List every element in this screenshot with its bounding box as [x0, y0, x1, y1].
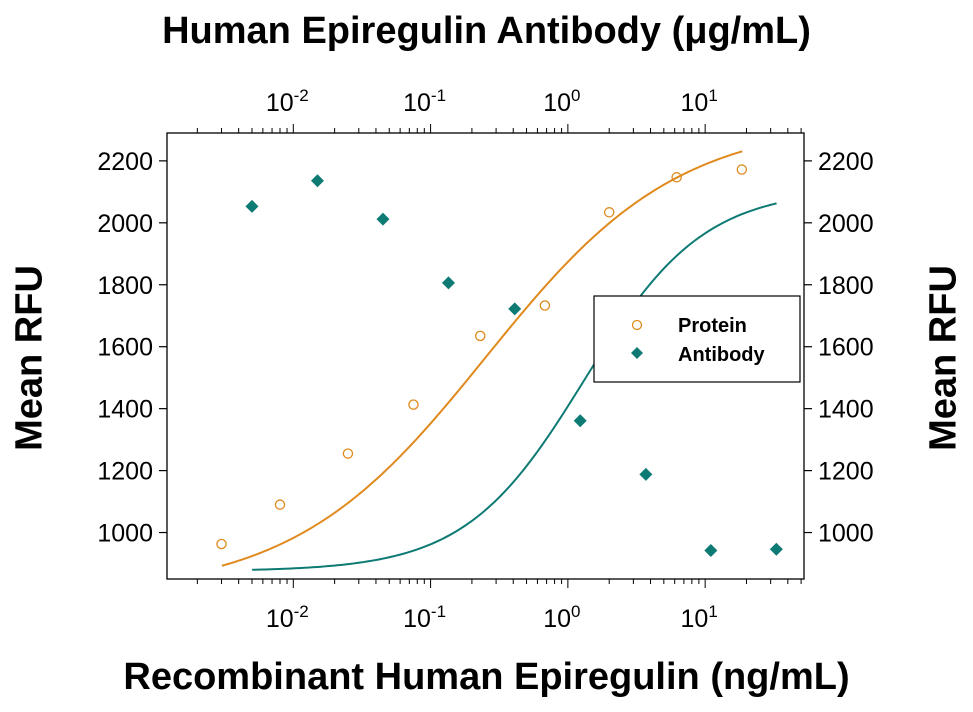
- y-tick-label-right: 1000: [818, 520, 874, 548]
- y-tick-label-left: 1800: [97, 272, 153, 300]
- protein-point: [274, 499, 286, 510]
- antibody-point: [310, 174, 324, 188]
- fit-curves: [221, 150, 777, 571]
- antibody-point: [441, 276, 455, 290]
- legend-protein-label: Protein: [678, 315, 747, 337]
- y-tick-label-right: 1600: [818, 334, 874, 362]
- antibody-point: [508, 302, 522, 316]
- y-tick-label-left: 1400: [97, 396, 153, 424]
- protein-point: [474, 330, 486, 342]
- y-tick-label-left: 1200: [97, 458, 153, 486]
- antibody-point: [704, 544, 718, 558]
- x-tick-label-bottom: 10-1: [403, 602, 446, 633]
- protein-point: [539, 300, 551, 311]
- x-tick-label-top: 10-2: [266, 86, 309, 117]
- legend-protein-marker: [631, 319, 643, 331]
- x-tick-label-top: 10-1: [403, 86, 446, 117]
- antibody-point: [245, 199, 259, 213]
- x-tick-label-bottom: 101: [681, 602, 718, 633]
- data-points: [216, 164, 783, 558]
- axis-ticks: [159, 124, 812, 588]
- y-tick-label-right: 1400: [818, 396, 874, 424]
- y-tick-label-right: 1200: [818, 458, 874, 486]
- plot-frame: [166, 132, 805, 580]
- top-axis-title: Human Epiregulin Antibody (μg/mL): [162, 10, 811, 52]
- protein-fit-curve: [221, 150, 743, 567]
- bottom-axis-title: Recombinant Human Epiregulin (ng/mL): [123, 656, 850, 698]
- x-tick-label-bottom: 100: [543, 602, 580, 633]
- antibody-point: [639, 467, 653, 481]
- y-tick-label-left: 2200: [97, 148, 153, 176]
- legend-antibody-label: Antibody: [678, 344, 766, 366]
- legend-box: [593, 295, 801, 383]
- y-tick-label-left: 1000: [97, 520, 153, 548]
- y-tick-label-right: 2200: [818, 148, 874, 176]
- antibody-point: [573, 414, 587, 428]
- protein-point: [216, 538, 227, 550]
- protein-point: [671, 172, 682, 183]
- x-tick-label-top: 101: [681, 86, 718, 117]
- axis-tick-labels: 1000 1000 1200 1200 1400 1400 1600 1600 1800 1800…: [97, 86, 873, 633]
- y-tick-label-right: 2000: [818, 210, 874, 238]
- protein-point: [408, 399, 419, 410]
- x-tick-label-bottom: 10-2: [266, 602, 309, 633]
- legend-antibody-marker: [631, 347, 643, 359]
- x-tick-label-top: 100: [543, 86, 580, 117]
- antibody-point: [769, 542, 783, 556]
- y-tick-label-right: 1800: [818, 272, 874, 300]
- protein-point: [342, 448, 354, 459]
- protein-point: [736, 164, 748, 175]
- antibody-fit-curve: [252, 202, 777, 571]
- antibody-point: [376, 212, 390, 226]
- y-tick-label-left: 2000: [97, 210, 153, 238]
- protein-point: [603, 207, 615, 218]
- legend: Protein Antibody: [593, 295, 801, 383]
- y-tick-label-left: 1600: [97, 334, 153, 362]
